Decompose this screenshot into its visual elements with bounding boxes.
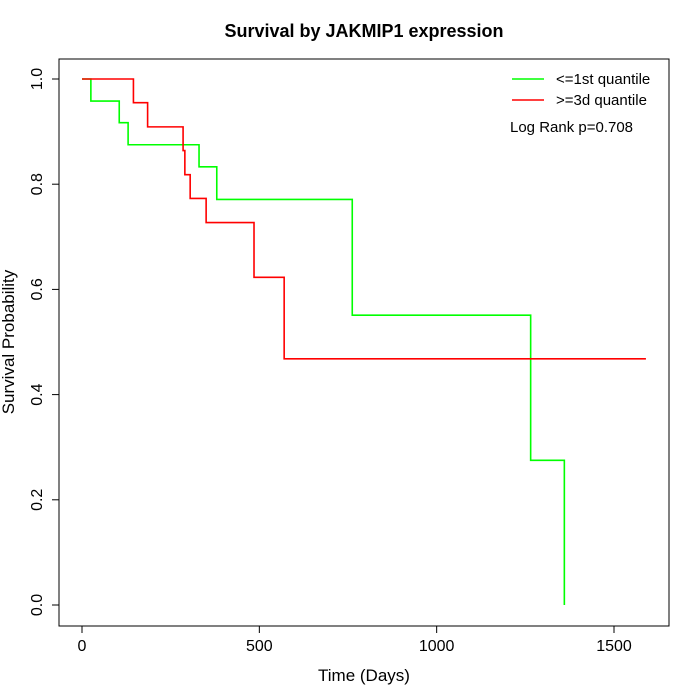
series-1-step-line (82, 78, 566, 605)
x-tick-label: 1000 (419, 638, 455, 655)
y-tick-label: 1.0 (29, 68, 46, 90)
x-axis-label: Time (Days) (318, 666, 410, 685)
x-axis: 0 500 1000 1500 (78, 625, 632, 655)
chart-title: Survival by JAKMIP1 expression (224, 21, 503, 41)
x-tick-label: 1500 (596, 638, 632, 655)
y-tick-label: 0.2 (29, 489, 46, 511)
log-rank-annotation: Log Rank p=0.708 (510, 119, 633, 136)
y-axis: 0.0 0.2 0.4 0.6 0.8 1.0 (29, 68, 60, 616)
x-tick-label: 500 (246, 638, 273, 655)
legend-label-2: >=3d quantile (556, 92, 647, 109)
y-tick-label: 0.0 (29, 594, 46, 616)
x-tick-label: 0 (78, 638, 87, 655)
series-layer (82, 78, 646, 605)
legend: <=1st quantile >=3d quantile (512, 71, 650, 109)
series-2-step-line (82, 78, 646, 360)
y-tick-label: 0.4 (29, 383, 46, 405)
y-axis-label: Survival Probability (0, 269, 18, 414)
y-tick-label: 0.6 (29, 278, 46, 300)
y-tick-label: 0.8 (29, 173, 46, 195)
legend-label-1: <=1st quantile (556, 71, 650, 88)
